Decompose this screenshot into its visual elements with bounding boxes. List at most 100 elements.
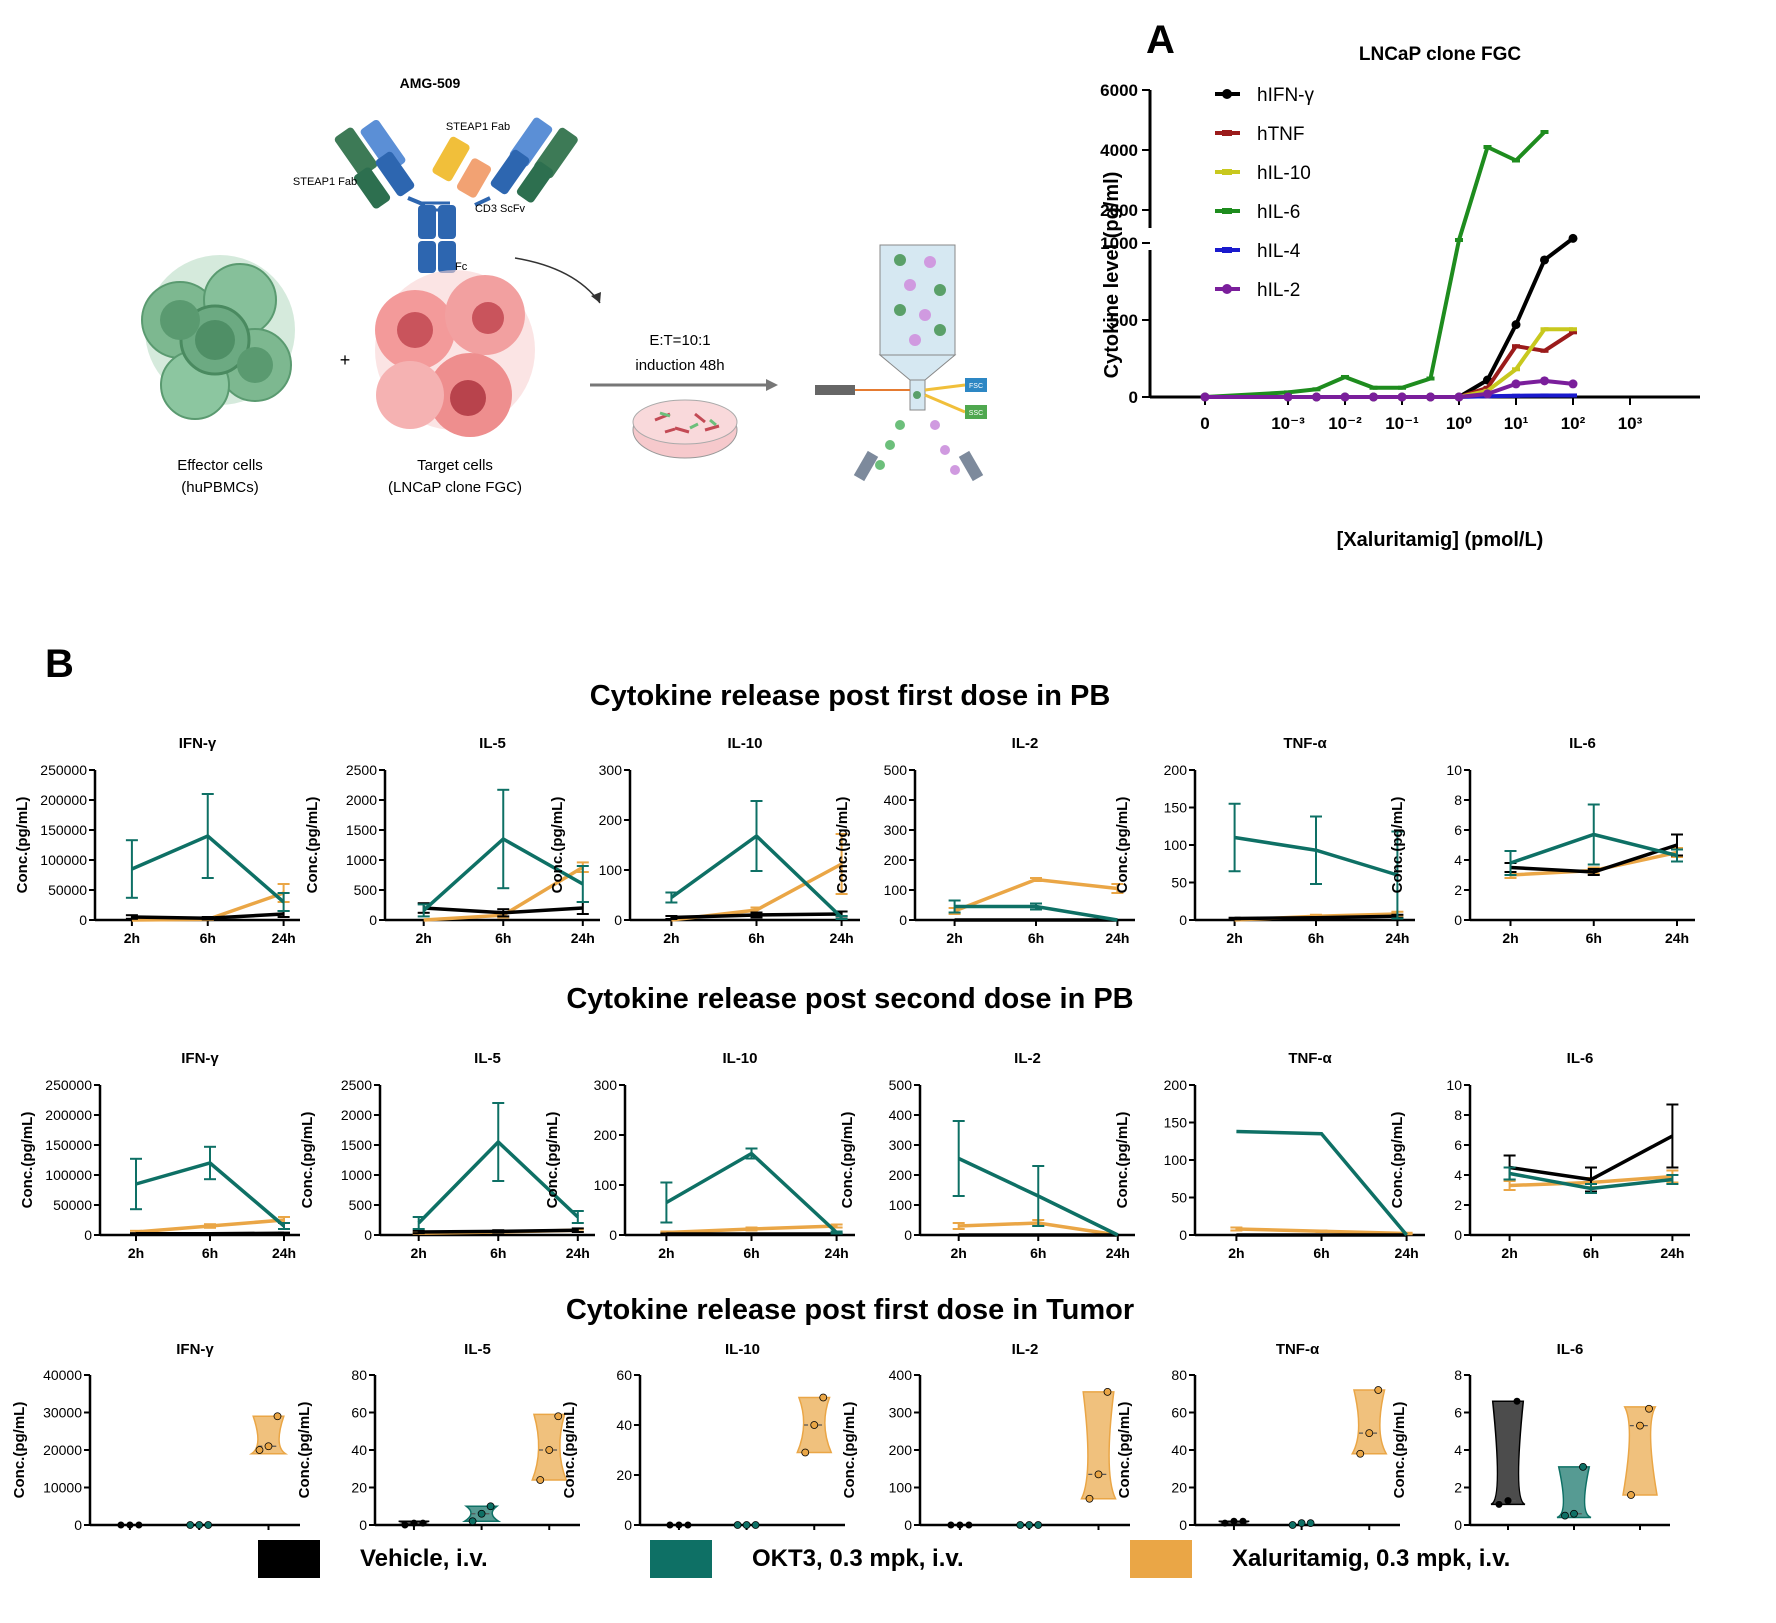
y-tick-label: 4: [1454, 852, 1462, 868]
data-point-xalu: [1374, 1386, 1383, 1394]
target-label-line2: (LNCaP clone FGC): [388, 479, 522, 496]
y-tick-label: 500: [354, 882, 378, 898]
panel-a-legend-label: hIL-10: [1257, 163, 1311, 184]
data-point-vehicle: [956, 1521, 964, 1529]
y-axis-label: Conc.(pg/mL): [1114, 797, 1131, 894]
panel-a-x-tick-label: 10⁻³: [1271, 414, 1305, 433]
target-label-line1: Target cells: [417, 457, 493, 474]
y-tick-label: 500: [884, 762, 908, 778]
x-tick-label: 24h: [1660, 1245, 1684, 1260]
data-point-vehicle: [419, 1519, 427, 1527]
panel-a-x-tick-label: 10¹: [1504, 414, 1529, 433]
data-point-okt3: [486, 1502, 495, 1511]
cytokine-panel-IL-2: IL-2 Conc.(pg/mL) 0 100 200 300 400 500 2h 6h 24h: [839, 1050, 1135, 1260]
data-point-okt3: [1016, 1521, 1025, 1529]
data-point-xalu: [1627, 1491, 1635, 1499]
effector-cells-illustration: [141, 255, 295, 420]
panel-a-legend-label: hIFN-γ: [1257, 85, 1315, 106]
y-tick-label: 150: [1164, 800, 1188, 816]
y-tick-label: 500: [889, 1077, 913, 1093]
data-point-vehicle: [1239, 1517, 1247, 1525]
x-tick-label: 24h: [825, 1245, 849, 1260]
x-tick-label: 6h: [202, 1245, 218, 1260]
y-tick-label: 100000: [40, 852, 87, 868]
y-tick-label: 400: [884, 792, 908, 808]
panel-a-x-tick-label: 10³: [1618, 414, 1643, 433]
y-tick-label: 1000: [346, 852, 377, 868]
tumor-panel-IL-6: IL-6 Conc.(pg/mL) 0 2 4 6 8: [1391, 1341, 1670, 1533]
y-tick-label: 20: [351, 1480, 367, 1496]
data-point-okt3: [477, 1509, 486, 1518]
x-tick-label: 6h: [495, 930, 511, 945]
x-tick-label: 2h: [951, 1245, 967, 1260]
panel-a-point: [1569, 327, 1577, 332]
y-tick-label: 200: [1164, 1077, 1188, 1093]
y-tick-label: 20: [1171, 1480, 1187, 1496]
panel-a-x-tick-label: 0: [1200, 414, 1209, 433]
y-tick-label: 100: [599, 862, 623, 878]
x-tick-label: 24h: [1665, 930, 1689, 945]
y-tick-label: 200000: [45, 1107, 92, 1123]
x-tick-label: 2h: [1502, 930, 1518, 945]
legend-swatch-vehicle: [258, 1540, 320, 1578]
legend-item-xaluritamig: Xaluritamig, 0.3 mpk, i.v.: [1130, 1540, 1510, 1578]
panel-a-chart: LNCaP clone FGC Cytokine level (pg/ml) […: [1100, 44, 1700, 551]
data-point-xalu: [255, 1446, 264, 1454]
panel-a-x-tick-label: 10⁻¹: [1385, 414, 1419, 433]
panel-a-point: [1455, 238, 1463, 242]
y-tick-label: 40: [351, 1442, 367, 1458]
data-point-okt3: [1288, 1521, 1297, 1529]
y-tick-label: 150000: [40, 822, 87, 838]
panel-a-point: [1569, 330, 1577, 335]
y-tick-label: 500: [349, 1197, 373, 1213]
antibody-name: AMG-509: [400, 75, 461, 91]
data-point-okt3: [204, 1521, 213, 1529]
data-point-xalu: [1645, 1404, 1653, 1413]
panel-a-legend-marker: [1222, 89, 1232, 99]
cytokine-panel-IFN-γ: IFN-γ Conc.(pg/mL) 0 50000 100000 150000 20000…: [14, 735, 300, 945]
group-legend: Vehicle, i.v. OKT3, 0.3 mpk, i.v. Xaluri…: [0, 1540, 1776, 1590]
data-point-xalu: [264, 1442, 273, 1451]
y-tick-label: 300: [599, 762, 623, 778]
panel-title: IL-5: [464, 1341, 491, 1358]
x-tick-label: 2h: [128, 1245, 144, 1260]
y-tick-label: 8: [1454, 792, 1462, 808]
y-axis-label: Conc.(pg/mL): [544, 1112, 561, 1209]
cytokine-panel-IL-5: IL-5 Conc.(pg/mL) 0 500 1000 1500 2000 2500 2h 6h…: [299, 1050, 595, 1260]
panel-a-point: [1312, 392, 1321, 402]
panel-a-y-tick-label: 500: [1110, 311, 1138, 330]
panel-title: IFN-γ: [176, 1341, 214, 1358]
panel-a-x-label: [Xaluritamig] (pmol/L): [1337, 529, 1544, 551]
y-axis-label: Conc.(pg/mL): [1389, 1112, 1406, 1209]
antibody-illustration: [334, 117, 578, 273]
panel-a-legend: hIFN-γ hTNF hIL-10 hIL-6 hIL-4 hIL-2: [1215, 85, 1315, 301]
data-point-xalu: [1085, 1494, 1094, 1503]
cytokine-panel-TNF-α: TNF-α Conc.(pg/mL) 0 50 100 150 200 2h 6h 24h: [1114, 735, 1415, 945]
panel-a-y-tick-label: 2000: [1100, 201, 1138, 220]
y-tick-label: 2500: [346, 762, 377, 778]
violin-xalu: [1622, 1406, 1658, 1496]
y-tick-label: 2: [1454, 1480, 1462, 1496]
panel-a-point: [1540, 348, 1549, 353]
panel-a-series-line: [1205, 236, 1575, 399]
x-tick-label: 24h: [830, 930, 854, 945]
data-point-xalu: [810, 1421, 819, 1429]
y-tick-label: 8: [1454, 1367, 1462, 1383]
cytokine-panel-IL-10: IL-10 Conc.(pg/mL) 0 100 200 300 2h 6h 24h: [549, 735, 860, 945]
data-point-okt3: [742, 1521, 751, 1529]
x-tick-label: 6h: [1586, 930, 1602, 945]
y-tick-label: 40000: [43, 1367, 82, 1383]
x-tick-label: 24h: [571, 930, 595, 945]
panel-a-y-tick-label: 4000: [1100, 141, 1138, 160]
induction-label: induction 48h: [635, 357, 724, 374]
x-tick-label: 6h: [1583, 1245, 1599, 1260]
panel-a-point: [1284, 390, 1292, 395]
effector-label-line2: (huPBMCs): [181, 479, 259, 496]
panel-a-legend-label: hIL-4: [1257, 241, 1301, 262]
data-point-okt3: [751, 1521, 760, 1529]
scfv-label: CD3 ScFv: [475, 203, 526, 215]
series-line-okt3: [1236, 1129, 1408, 1237]
y-axis-label: Conc.(pg/mL): [561, 1402, 578, 1499]
x-tick-label: 6h: [1030, 1245, 1046, 1260]
y-tick-label: 2: [1454, 1197, 1462, 1213]
